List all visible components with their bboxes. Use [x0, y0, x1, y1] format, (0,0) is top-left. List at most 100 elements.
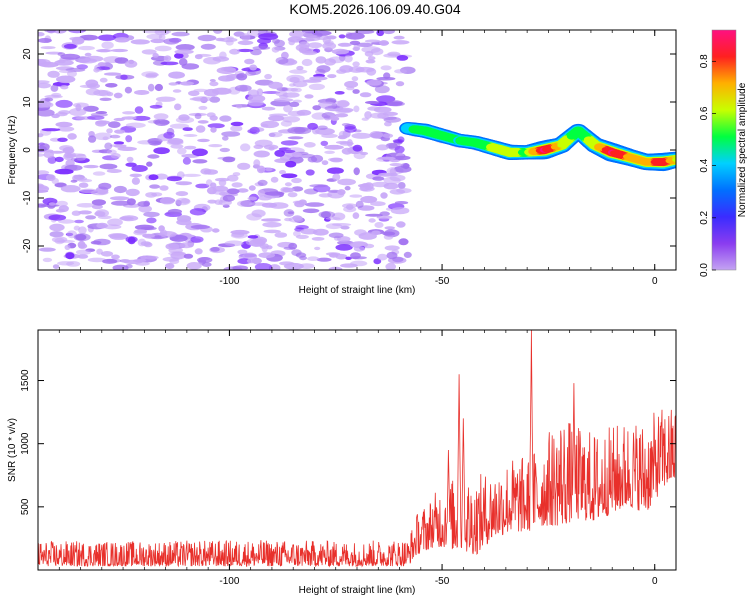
- noise-blob: [182, 127, 193, 131]
- noise-blob: [303, 142, 316, 148]
- noise-blob: [143, 211, 160, 218]
- noise-blob: [146, 161, 153, 167]
- spectrogram-y-ticks: -20 -10 0 10 20: [22, 48, 676, 253]
- noise-blob: [353, 167, 360, 176]
- noise-blob: [377, 112, 389, 119]
- noise-blob: [63, 43, 77, 49]
- noise-blob: [323, 144, 344, 150]
- noise-blob: [230, 229, 250, 235]
- noise-blob: [315, 128, 335, 135]
- noise-blob: [51, 92, 62, 98]
- noise-blob: [253, 159, 261, 167]
- noise-blob: [377, 156, 396, 160]
- noise-blob: [396, 55, 409, 61]
- noise-blob: [209, 96, 221, 103]
- noise-blob: [237, 200, 253, 207]
- noise-blob: [98, 182, 112, 190]
- noise-blob: [355, 200, 364, 208]
- noise-blob: [58, 219, 75, 224]
- snr-panel: -100 -50 0 500 1000 1500 Height of straight …: [7, 329, 677, 596]
- spec-y-tick-label: 10: [22, 96, 33, 108]
- noise-blob: [229, 48, 240, 55]
- noise-blob: [237, 249, 248, 255]
- noise-blob: [376, 215, 393, 220]
- noise-blob: [240, 33, 251, 41]
- noise-blob: [108, 233, 127, 239]
- snr-x-tick-label: -50: [435, 576, 450, 587]
- noise-blob: [270, 176, 279, 183]
- noise-blob: [263, 144, 279, 150]
- noise-blob: [337, 178, 356, 186]
- noise-blob: [102, 258, 118, 264]
- noise-blob: [177, 147, 187, 155]
- colorbar-tick-label: 0.0: [699, 263, 710, 277]
- signal-cell: [569, 131, 579, 138]
- noise-blob: [219, 115, 232, 122]
- noise-blob: [279, 94, 289, 99]
- noise-blob: [70, 157, 84, 162]
- noise-blob: [131, 177, 140, 185]
- noise-blob: [181, 63, 200, 70]
- noise-blob: [73, 225, 81, 231]
- noise-blob: [352, 46, 360, 52]
- noise-blob: [175, 191, 189, 197]
- noise-blob: [78, 243, 88, 249]
- noise-blob: [114, 129, 126, 134]
- noise-blob: [75, 249, 92, 255]
- signal-cell: [672, 157, 676, 163]
- noise-blob: [88, 135, 97, 143]
- noise-blob: [213, 30, 223, 34]
- noise-blob: [197, 120, 209, 124]
- noise-blob: [60, 53, 81, 60]
- noise-blob: [62, 147, 75, 154]
- noise-blob: [237, 40, 254, 46]
- noise-blob: [289, 83, 296, 87]
- noise-blob: [145, 74, 158, 79]
- noise-blob: [253, 150, 270, 158]
- noise-blob: [332, 223, 352, 227]
- noise-blob: [160, 61, 179, 66]
- noise-blob: [335, 244, 353, 251]
- noise-blob: [38, 80, 50, 84]
- noise-blob: [47, 156, 57, 164]
- noise-blob: [102, 136, 109, 141]
- noise-blob: [51, 236, 68, 243]
- noise-blob: [145, 192, 158, 198]
- snr-y-ticks: 500 1000 1500: [20, 369, 676, 515]
- noise-blob: [362, 243, 375, 249]
- noise-blob: [348, 66, 365, 73]
- noise-blob: [394, 145, 405, 154]
- noise-blob: [337, 42, 352, 47]
- noise-blob: [382, 133, 394, 139]
- noise-blob: [60, 85, 69, 90]
- noise-blob: [168, 82, 179, 86]
- colorbar-label: Normalized spectral amplitude: [737, 82, 748, 217]
- noise-blob: [231, 182, 243, 188]
- noise-blob: [351, 76, 359, 82]
- noise-blob: [100, 251, 114, 257]
- noise-blob: [218, 75, 235, 82]
- noise-blob: [344, 125, 357, 133]
- noise-blob: [292, 81, 308, 88]
- noise-blob: [77, 58, 98, 64]
- noise-blob: [135, 261, 150, 266]
- noise-blob: [383, 234, 394, 240]
- noise-blob: [258, 33, 279, 41]
- noise-blob: [230, 121, 244, 127]
- noise-blob: [309, 184, 328, 188]
- noise-blob: [129, 173, 142, 178]
- noise-blob: [67, 133, 77, 140]
- noise-blob: [343, 206, 357, 213]
- noise-blob: [403, 251, 412, 258]
- noise-blob: [396, 221, 406, 228]
- noise-blob: [175, 44, 195, 51]
- noise-blob: [57, 261, 75, 266]
- noise-blob: [230, 125, 243, 132]
- noise-blob: [390, 207, 410, 215]
- noise-blob: [394, 201, 409, 205]
- noise-blob: [328, 252, 339, 258]
- noise-blob: [208, 144, 223, 148]
- noise-blob: [274, 158, 291, 163]
- noise-blob: [57, 137, 68, 142]
- noise-blob: [247, 196, 258, 201]
